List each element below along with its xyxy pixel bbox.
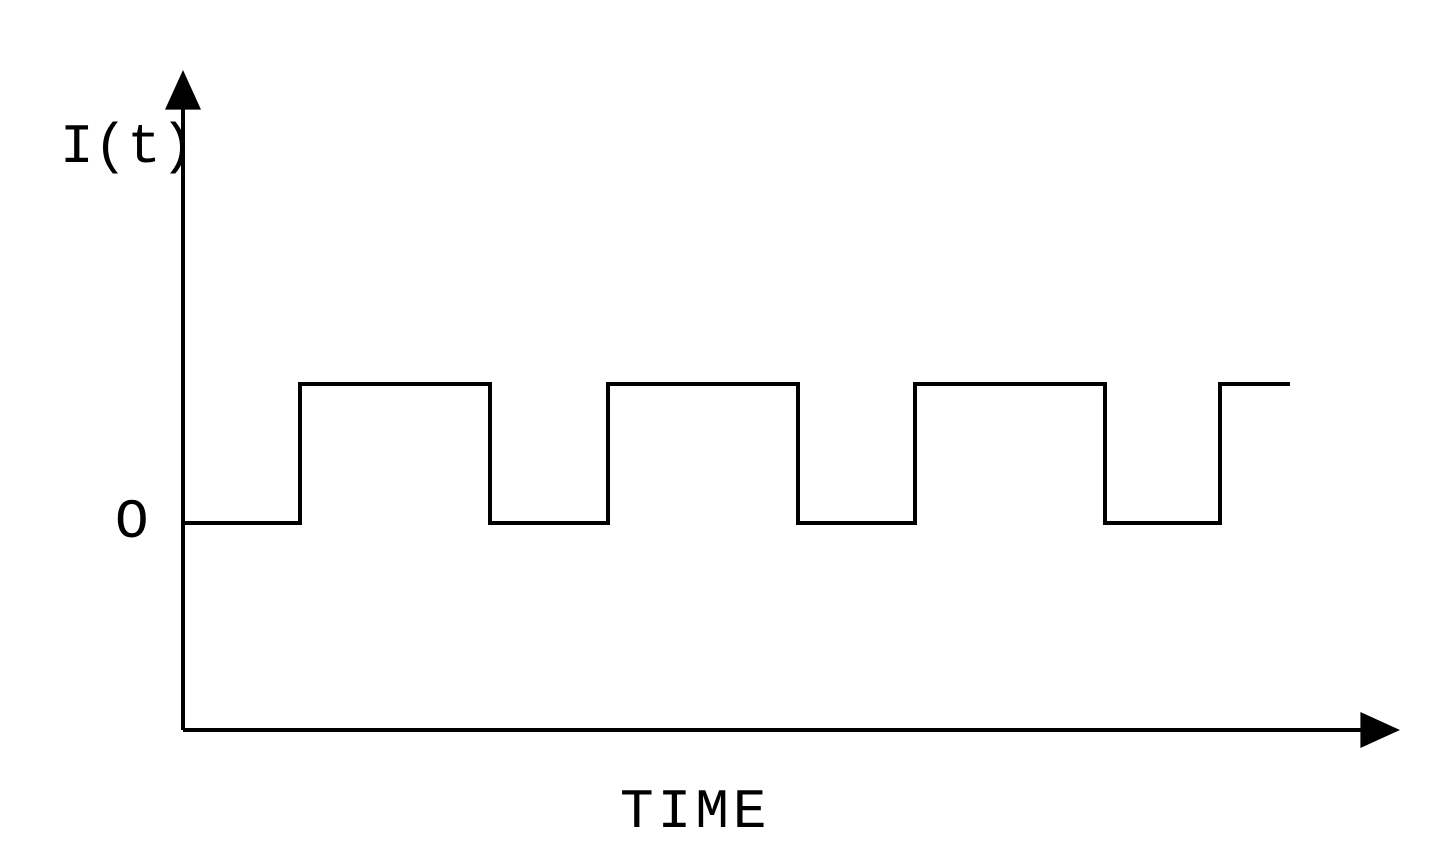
y-axis-label: I(t) — [60, 115, 194, 179]
diagram-svg — [0, 0, 1451, 853]
square-wave-diagram: I(t) O TIME — [0, 0, 1451, 853]
x-axis-label: TIME — [620, 780, 770, 844]
zero-label: O — [115, 490, 149, 554]
